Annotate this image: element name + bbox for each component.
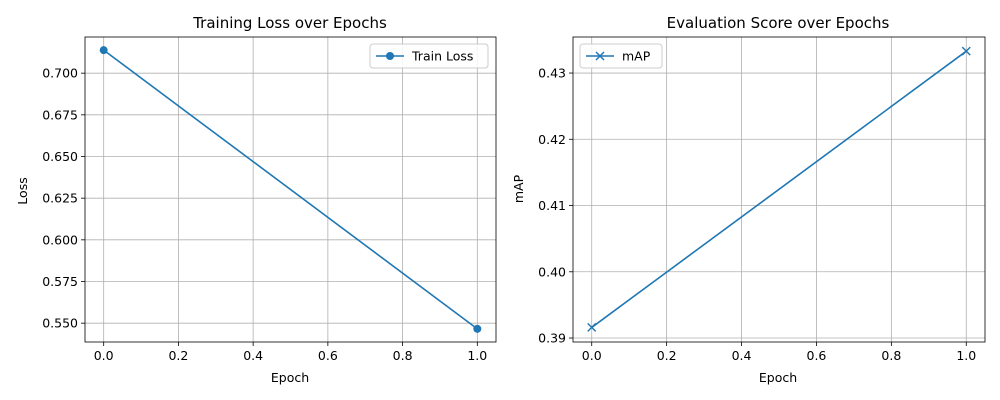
x-tick-label: 0.8 [393, 348, 413, 363]
data-point [587, 322, 597, 332]
x-tick-label: 0.2 [168, 348, 188, 363]
data-point [473, 324, 482, 333]
x-tick-label: 0.8 [881, 348, 901, 363]
training-loss-chart: Training Loss over Epochs Epoch Loss 0.0… [15, 14, 497, 385]
x-tick-label: 0.6 [318, 348, 338, 363]
y-tick-label: 0.40 [538, 264, 566, 279]
y-axis-label: mAP [511, 174, 526, 203]
legend-label: Train Loss [411, 49, 473, 64]
series-line [591, 50, 967, 329]
evaluation-score-chart: Evaluation Score over Epochs Epoch mAP 0… [511, 14, 986, 385]
y-tick-label: 0.700 [42, 66, 78, 81]
plot-frame [84, 36, 497, 343]
y-tick-label: 0.575 [42, 274, 78, 289]
y-tick-label: 0.42 [538, 132, 566, 147]
x-axis-label: Epoch [759, 370, 797, 385]
y-tick-label: 0.43 [538, 66, 566, 81]
data-point [961, 46, 971, 56]
x-tick-label: 0.4 [243, 348, 263, 363]
y-axis-label: Loss [15, 177, 30, 204]
legend-marker [386, 52, 394, 60]
y-tick-label: 0.625 [42, 191, 78, 206]
chart-title: Evaluation Score over Epochs [667, 14, 890, 32]
y-tick-label: 0.550 [42, 316, 78, 331]
y-tick-label: 0.41 [538, 198, 566, 213]
x-tick-label: 0.4 [732, 348, 752, 363]
data-point [99, 46, 108, 55]
x-tick-label: 1.0 [467, 348, 487, 363]
legend: Train Loss [369, 43, 489, 69]
chart-title: Training Loss over Epochs [192, 14, 387, 32]
plot-frame [572, 36, 986, 343]
y-tick-label: 0.39 [538, 331, 566, 346]
legend-marker [595, 51, 605, 61]
x-tick-label: 0.0 [582, 348, 602, 363]
y-tick-label: 0.675 [42, 107, 78, 122]
legend: mAP [579, 43, 663, 69]
x-tick-label: 0.6 [807, 348, 827, 363]
x-axis-label: Epoch [271, 370, 309, 385]
x-tick-label: 0.0 [94, 348, 114, 363]
x-tick-label: 1.0 [956, 348, 976, 363]
legend-label: mAP [622, 49, 651, 64]
x-tick-label: 0.2 [657, 348, 677, 363]
y-tick-label: 0.650 [42, 149, 78, 164]
series-line [103, 49, 478, 330]
y-tick-label: 0.600 [42, 232, 78, 247]
